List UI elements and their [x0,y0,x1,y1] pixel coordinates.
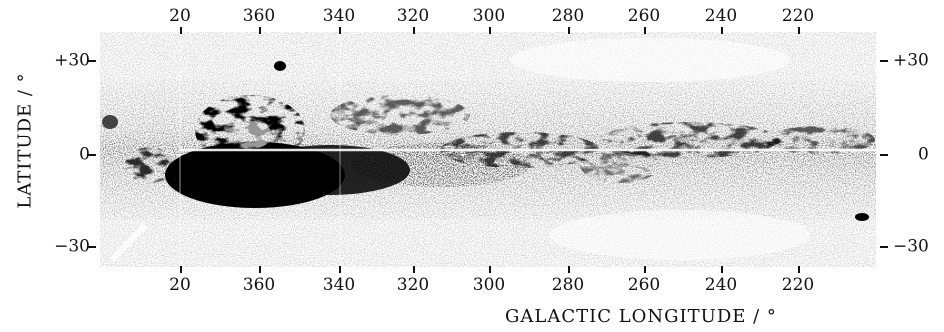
bottom-tick-label: 220 [781,275,815,295]
top-tick-label: 20 [169,6,191,26]
top-tick-label: 240 [704,6,738,26]
x-axis-label: GALACTIC LONGITUDE / ° [505,306,777,327]
bottom-tick-label: 280 [551,275,585,295]
bottom-tick-label: 20 [169,275,191,295]
map-image [100,32,876,267]
top-tick-label: 300 [472,6,506,26]
bottom-tick-label: 260 [627,275,661,295]
y-axis-label: LATITUDE / ° [14,72,36,209]
top-tick-label: 280 [551,6,585,26]
left-tick-label: −30 [54,236,90,257]
right-tick-label: −30 [893,236,929,257]
top-tick-label: 320 [396,6,430,26]
bottom-tick-label: 240 [704,275,738,295]
top-tick-label: 360 [242,6,276,26]
bottom-tick-label: 360 [242,275,276,295]
top-tick-label: 220 [781,6,815,26]
right-tick-label: 0 [918,144,929,165]
bottom-tick-label: 320 [396,275,430,295]
right-tick-label: +30 [893,50,929,71]
bottom-tick-label: 300 [472,275,506,295]
bottom-tick-label: 340 [322,275,356,295]
top-tick-label: 340 [322,6,356,26]
top-tick-label: 260 [627,6,661,26]
left-tick-label: 0 [79,144,90,165]
left-tick-label: +30 [54,50,90,71]
